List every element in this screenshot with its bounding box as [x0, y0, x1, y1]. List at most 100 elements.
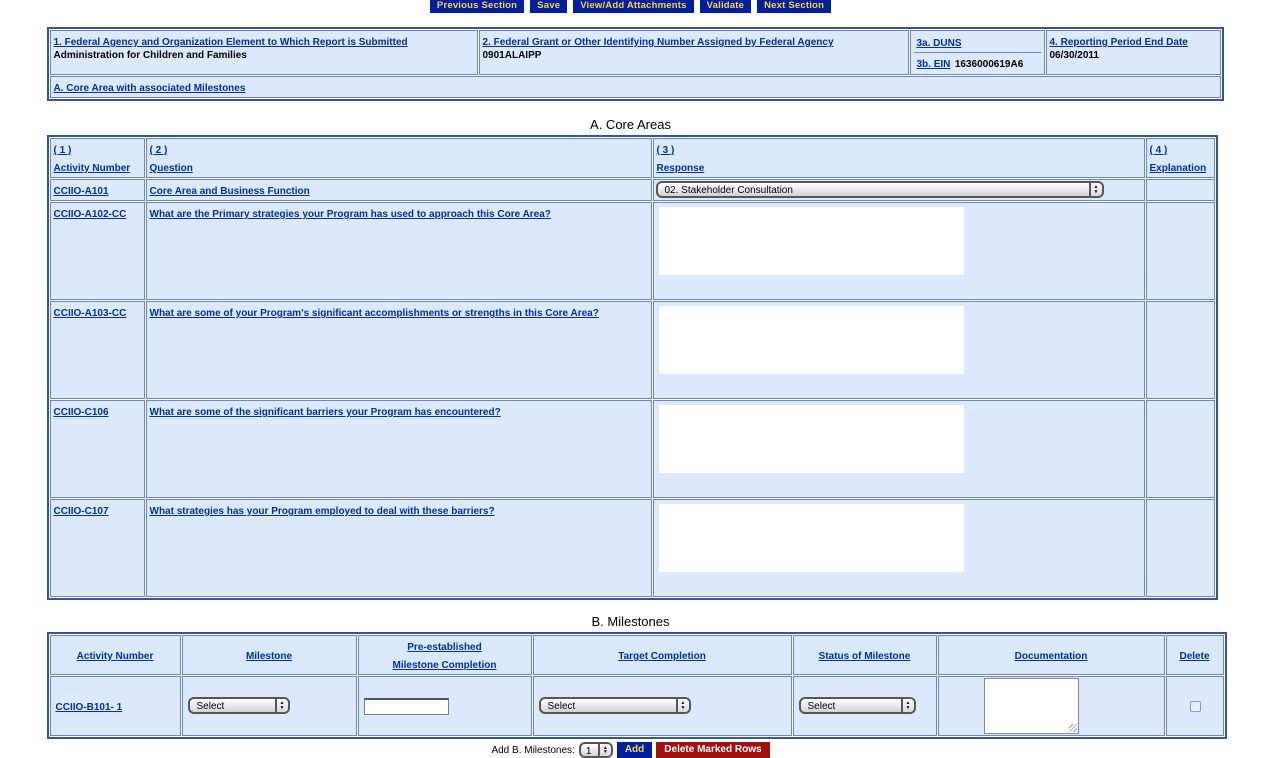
- status-header-link[interactable]: Status of Milestone: [818, 651, 911, 662]
- status-select-value: Select: [807, 701, 836, 713]
- table-row: CCIIO-C107 What strategies has your Prog…: [49, 499, 1215, 597]
- explanation-cell: [1145, 179, 1215, 201]
- table-row: CCIIO-A101 Core Area and Business Functi…: [49, 179, 1215, 201]
- add-milestones-label: Add B. Milestones:: [491, 744, 575, 756]
- delete-header-link[interactable]: Delete: [1179, 651, 1210, 662]
- activity-number-link[interactable]: CCIIO-C106: [53, 407, 109, 418]
- reporting-period-label-link[interactable]: 4. Reporting Period End Date: [1049, 37, 1188, 48]
- federal-agency-cell: 1. Federal Agency and Organization Eleme…: [49, 30, 478, 75]
- explanation-cell: [1145, 202, 1215, 300]
- report-header-table: 1. Federal Agency and Organization Eleme…: [46, 27, 1224, 101]
- col2-num-link[interactable]: ( 2 ): [149, 145, 168, 156]
- select-stepper-icon: ▲ ▼: [274, 699, 288, 713]
- select-stepper-icon: ▲ ▼: [675, 699, 689, 713]
- target-completion-select-value: Select: [547, 701, 576, 713]
- col-activity-number-header: ( 1 ) Activity Number: [49, 138, 145, 178]
- col3-num-link[interactable]: ( 3 ): [656, 145, 675, 156]
- core-areas-table: ( 1 ) Activity Number ( 2 ) Question ( 3…: [46, 135, 1218, 600]
- table-row: CCIIO-A103-CC What are some of your Prog…: [49, 301, 1215, 399]
- select-stepper-icon: ▲ ▼: [900, 699, 914, 713]
- col1-num-link[interactable]: ( 1 ): [53, 145, 72, 156]
- activity-number-link[interactable]: CCIIO-A101: [53, 186, 109, 197]
- milestones-footer: Add B. Milestones: 1 ▲ ▼ Add Delete Marke…: [47, 742, 1215, 758]
- delete-marked-rows-button[interactable]: Delete Marked Rows: [656, 742, 770, 758]
- select-stepper-icon: ▲ ▼: [597, 744, 611, 756]
- question-link[interactable]: Core Area and Business Function: [149, 186, 310, 197]
- duns-ein-cell: 3a. DUNS 3b. EIN 1636000619A6: [909, 30, 1045, 75]
- documentation-textarea[interactable]: [983, 678, 1079, 734]
- reporting-period-value: 06/30/2011: [1049, 50, 1100, 61]
- col-milestone-activity-header: Activity Number: [49, 635, 181, 675]
- question-link[interactable]: What are the Primary strategies your Pro…: [149, 209, 551, 220]
- explanation-cell: [1145, 301, 1215, 399]
- add-milestones-button[interactable]: Add: [616, 742, 653, 758]
- col4-label-link[interactable]: Explanation: [1149, 163, 1207, 174]
- pre-established-completion-input[interactable]: [363, 698, 449, 716]
- explanation-cell: [1145, 499, 1215, 597]
- documentation-field-wrap: [983, 678, 1079, 734]
- response-select-value: 02. Stakeholder Consultation: [664, 185, 793, 197]
- ein-row: 3b. EIN 1636000619A6: [913, 52, 1041, 73]
- core-area-section-link[interactable]: A. Core Area with associated Milestones: [53, 83, 246, 94]
- table-row: CCIIO-C106 What are some of the signific…: [49, 400, 1215, 498]
- question-link[interactable]: What are some of your Program's signific…: [149, 308, 599, 319]
- target-completion-select[interactable]: Select ▲ ▼: [538, 697, 691, 715]
- select-stepper-icon: ▲ ▼: [1088, 183, 1102, 197]
- response-textarea[interactable]: [658, 306, 964, 374]
- col-target-completion-header: Target Completion: [532, 635, 792, 675]
- ein-label-link[interactable]: 3b. EIN: [916, 59, 951, 70]
- milestone-completion-header-link[interactable]: Milestone Completion: [392, 660, 497, 671]
- question-link[interactable]: What strategies has your Program employe…: [149, 506, 495, 517]
- core-areas-title: A. Core Areas: [590, 117, 671, 132]
- milestone-header-link[interactable]: Milestone: [245, 651, 293, 662]
- delete-cell: [1165, 676, 1224, 736]
- ein-value: 1636000619A6: [954, 59, 1024, 70]
- col1-label-link[interactable]: Activity Number: [53, 163, 131, 174]
- col4-num-link[interactable]: ( 4 ): [1149, 145, 1168, 156]
- milestones-title: B. Milestones: [591, 614, 670, 629]
- milestone-select-value: Select: [196, 701, 225, 713]
- col-milestone-header: Milestone: [181, 635, 357, 675]
- core-areas-header-row: ( 1 ) Activity Number ( 2 ) Question ( 3…: [49, 138, 1215, 178]
- add-milestones-count-value: 1: [585, 746, 592, 756]
- response-textarea[interactable]: [658, 405, 964, 473]
- save-button[interactable]: Save: [530, 0, 568, 13]
- table-row: CCIIO-A102-CC What are the Primary strat…: [49, 202, 1215, 300]
- federal-agency-label-link[interactable]: 1. Federal Agency and Organization Eleme…: [53, 37, 408, 48]
- table-row: CCIIO-B101- 1 Select ▲ ▼ Select ▲ ▼ Select…: [49, 676, 1224, 736]
- col2-label-link[interactable]: Question: [149, 163, 193, 174]
- col-question-header: ( 2 ) Question: [145, 138, 652, 178]
- section-link-cell: A. Core Area with associated Milestones: [49, 76, 1221, 98]
- question-link[interactable]: What are some of the significant barrier…: [149, 407, 501, 418]
- col3-label-link[interactable]: Response: [656, 163, 705, 174]
- col-documentation-header: Documentation: [937, 635, 1165, 675]
- duns-label-link[interactable]: 3a. DUNS: [916, 38, 962, 49]
- delete-row-checkbox[interactable]: [1190, 700, 1201, 712]
- col-status-header: Status of Milestone: [792, 635, 937, 675]
- milestone-activity-link[interactable]: CCIIO-B101- 1: [55, 702, 123, 713]
- previous-section-button[interactable]: Previous Section: [429, 0, 525, 13]
- response-textarea[interactable]: [658, 504, 964, 572]
- milestone-activity-header-link[interactable]: Activity Number: [76, 651, 154, 662]
- activity-number-link[interactable]: CCIIO-C107: [53, 506, 109, 517]
- milestones-table: Activity Number Milestone Pre-establishe…: [46, 632, 1227, 739]
- view-add-attachments-button[interactable]: View/Add Attachments: [573, 0, 694, 13]
- col-explanation-header: ( 4 ) Explanation: [1145, 138, 1215, 178]
- response-select[interactable]: 02. Stakeholder Consultation ▲ ▼: [655, 181, 1104, 199]
- milestone-select[interactable]: Select ▲ ▼: [187, 697, 290, 715]
- report-page: 1. Federal Agency and Organization Eleme…: [46, 27, 1227, 758]
- pre-established-header-link[interactable]: Pre-established: [407, 642, 482, 653]
- activity-number-link[interactable]: CCIIO-A103-CC: [53, 308, 127, 319]
- response-textarea[interactable]: [658, 207, 964, 275]
- grant-number-label-link[interactable]: 2. Federal Grant or Other Identifying Nu…: [482, 37, 834, 48]
- status-of-milestone-select[interactable]: Select ▲ ▼: [798, 697, 916, 715]
- add-milestones-count-select[interactable]: 1 ▲ ▼: [578, 742, 613, 758]
- duns-row: 3a. DUNS: [914, 32, 1041, 52]
- validate-button[interactable]: Validate: [699, 0, 752, 13]
- next-section-button[interactable]: Next Section: [757, 0, 832, 13]
- col-response-header: ( 3 ) Response: [652, 138, 1145, 178]
- federal-agency-value: Administration for Children and Families: [53, 50, 247, 61]
- documentation-header-link[interactable]: Documentation: [1014, 651, 1088, 662]
- target-completion-header-link[interactable]: Target Completion: [618, 651, 706, 662]
- activity-number-link[interactable]: CCIIO-A102-CC: [53, 209, 127, 220]
